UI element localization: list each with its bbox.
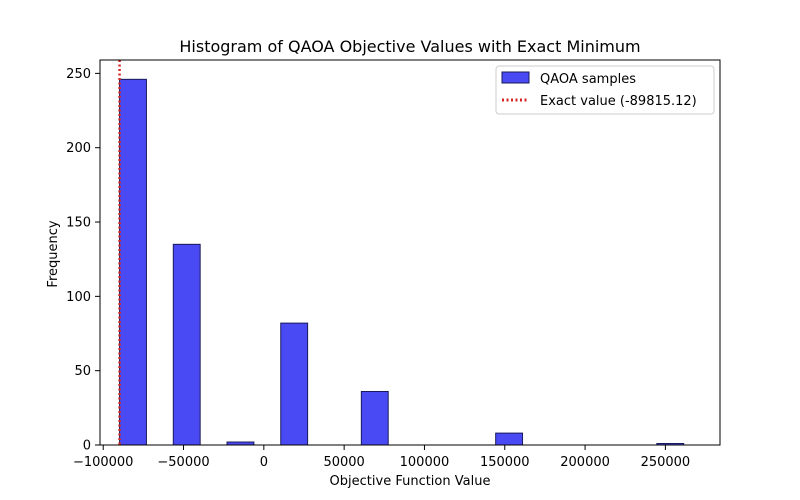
histogram-bar-1 [119,78,147,446]
x-axis-ticks: −100000 −50000 0 50000 100000 150000 200000 250… [73,445,690,470]
plot-frame [99,59,721,446]
legend-label-exact: Exact value (-89815.12) [540,94,697,109]
legend-swatch-qaoa [501,71,530,84]
x-tick-label-1: −50000 [157,455,209,470]
x-tick-label-4: 100000 [400,455,450,470]
x-tick-label-6: 200000 [560,455,610,470]
x-tick-label-0: −100000 [73,455,134,470]
y-axis-label: Frequency [46,220,61,287]
legend-label-qaoa: QAOA samples [540,72,636,87]
chart-title: Histogram of QAOA Objective Values with … [179,37,640,56]
y-tick-label-5: 250 [66,67,91,82]
histogram-bar-5 [360,390,389,446]
histogram-bar-2 [172,243,201,446]
x-tick-label-2: 0 [260,455,268,470]
y-tick-label-3: 150 [66,216,91,231]
legend-box [495,65,715,115]
y-tick-label-1: 50 [74,364,91,379]
legend: QAOA samples Exact value (-89815.12) [495,65,715,115]
y-tick-label-4: 200 [66,141,91,156]
y-tick-label-0: 0 [83,439,91,454]
x-axis-label: Objective Function Value [330,474,491,489]
y-axis-ticks: 0 50 100 150 200 250 [66,67,100,454]
x-tick-label-3: 50000 [323,455,364,470]
x-tick-label-5: 150000 [480,455,530,470]
x-tick-label-7: 250000 [641,455,691,470]
histogram-bar-6 [495,432,524,446]
histogram-bars [119,78,685,446]
y-tick-label-2: 100 [66,290,91,305]
histogram-bar-4 [280,322,309,446]
